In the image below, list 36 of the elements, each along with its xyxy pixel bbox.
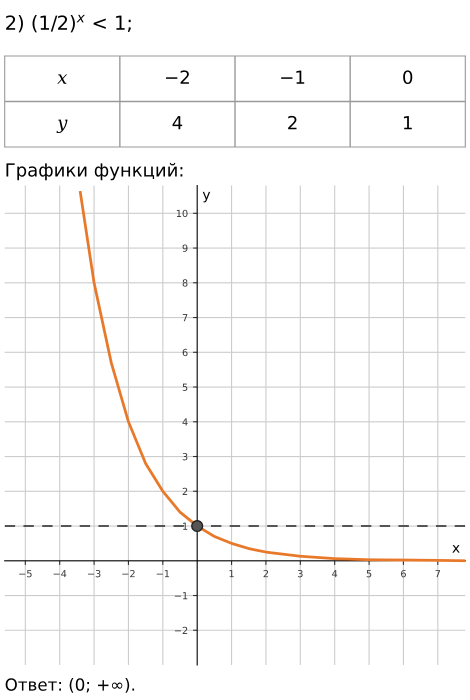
- x-tick-label: −2: [122, 570, 135, 578]
- x-tick-label: 2: [264, 570, 268, 578]
- x-tick-label: −3: [88, 570, 100, 578]
- y-tick-label: 10: [176, 210, 188, 218]
- line-series: [78, 191, 466, 562]
- x-tick-label: 7: [436, 570, 440, 578]
- y-tick-label: 1: [183, 522, 188, 530]
- y-tick-label: 3: [182, 453, 188, 460]
- category-label: −1: [281, 70, 304, 84]
- text: x: [57, 74, 68, 84]
- y-tick-label: 5: [182, 384, 188, 391]
- x-tick-label: 3: [298, 570, 303, 578]
- x-tick-label: 1: [230, 570, 234, 578]
- x-axis-title: x: [452, 545, 460, 553]
- x-tick-label: −1: [156, 570, 170, 578]
- chart-title: Графики функций:: [6, 162, 182, 180]
- text: Ответ: (0; +∞).: [6, 678, 134, 693]
- y-tick-label: −1: [174, 592, 188, 600]
- y-axis-title: y: [202, 192, 210, 202]
- data-label: 1: [404, 116, 412, 130]
- x-tick-label: −4: [54, 570, 66, 578]
- x-tick-label: 5: [366, 570, 372, 578]
- y-tick-label: 6: [182, 348, 188, 356]
- y-tick-label: 9: [182, 244, 188, 252]
- y-tick-label: 8: [182, 279, 188, 287]
- text: 2) (1/2)$^{x}$ < 1;: [6, 14, 131, 32]
- x-tick-label: −5: [19, 570, 32, 578]
- x-tick-label: 4: [332, 570, 338, 578]
- category-label: 0: [403, 70, 412, 84]
- y-tick-label: 2: [182, 488, 188, 495]
- text: y: [56, 120, 68, 133]
- data-label: 2: [288, 116, 297, 130]
- y-tick-label: 7: [182, 314, 188, 322]
- y-tick-label: −2: [174, 626, 188, 634]
- x-tick-label: 6: [401, 570, 406, 578]
- y-tick-label: 4: [182, 418, 188, 426]
